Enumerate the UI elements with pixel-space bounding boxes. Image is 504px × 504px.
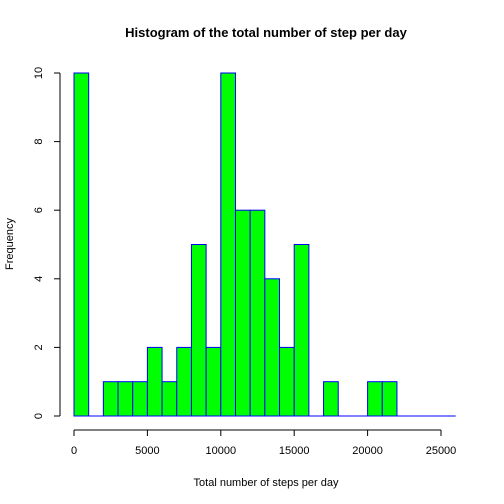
x-tick-label: 20000 <box>352 445 383 457</box>
y-tick-label: 0 <box>33 413 45 419</box>
x-tick-label: 5000 <box>135 445 159 457</box>
histogram-bar <box>73 72 90 417</box>
bars-group <box>73 72 456 417</box>
histogram-bar <box>176 346 192 417</box>
histogram-bar <box>264 278 281 417</box>
histogram-bar <box>102 381 119 417</box>
histogram-bar <box>293 244 310 417</box>
histogram-bar <box>205 346 222 417</box>
y-axis-label: Frequency <box>4 218 16 270</box>
histogram-bar <box>323 381 339 417</box>
histogram-bar <box>220 72 236 417</box>
y-tick-label: 8 <box>33 139 45 145</box>
x-tick-label: 10000 <box>206 445 237 457</box>
x-tick-label: 0 <box>71 445 77 457</box>
histogram-bar <box>161 381 178 417</box>
histogram-bar <box>146 346 163 417</box>
x-tick-label: 25000 <box>426 445 457 457</box>
y-tick-label: 4 <box>33 276 45 282</box>
y-tick-label: 6 <box>33 207 45 213</box>
histogram-bar <box>190 244 207 417</box>
histogram-bar <box>279 346 295 417</box>
histogram-bar <box>367 381 383 417</box>
histogram-bar <box>117 381 134 417</box>
x-axis-label: Total number of steps per day <box>194 477 339 489</box>
x-tick-label: 15000 <box>279 445 310 457</box>
histogram-bar <box>132 381 148 417</box>
y-tick-label: 10 <box>33 67 45 79</box>
chart-title: Histogram of the total number of step pe… <box>125 25 407 40</box>
y-tick-label: 2 <box>33 344 45 350</box>
x-axis: 0 5000 10000 15000 20000 25000 <box>71 429 457 457</box>
histogram-bar <box>381 381 398 417</box>
histogram-bar <box>234 209 251 417</box>
histogram-bar <box>249 209 266 417</box>
y-axis: 0 2 4 6 8 10 <box>33 67 61 419</box>
